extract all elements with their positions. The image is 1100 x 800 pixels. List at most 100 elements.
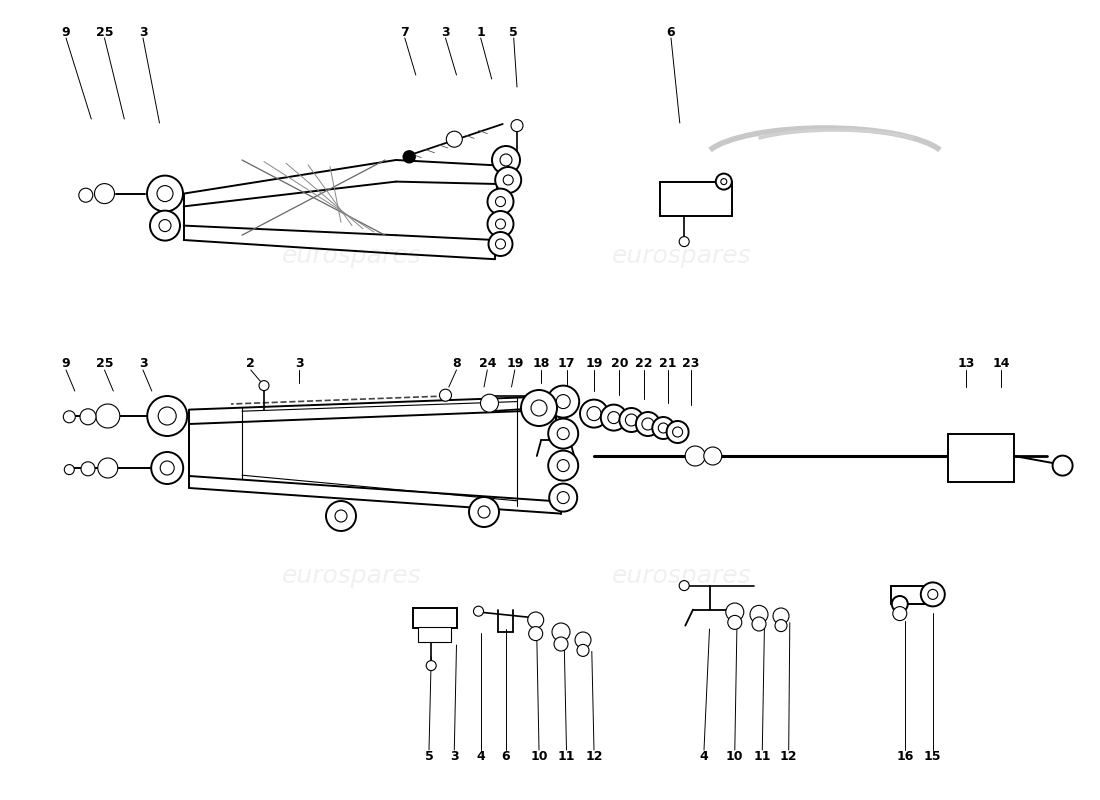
Circle shape <box>528 612 543 628</box>
Circle shape <box>652 417 674 439</box>
Circle shape <box>447 131 462 147</box>
Bar <box>891 586 930 604</box>
Circle shape <box>478 506 490 518</box>
Text: 22: 22 <box>635 358 652 370</box>
Circle shape <box>1053 456 1072 475</box>
Circle shape <box>752 617 766 631</box>
Circle shape <box>548 418 579 449</box>
Circle shape <box>728 615 741 630</box>
Circle shape <box>160 219 170 232</box>
Text: 24: 24 <box>478 358 496 370</box>
Text: 3: 3 <box>450 750 459 762</box>
Bar <box>418 627 451 642</box>
Circle shape <box>554 637 568 651</box>
Circle shape <box>95 184 114 204</box>
Text: 25: 25 <box>96 358 113 370</box>
Circle shape <box>776 619 786 632</box>
Bar <box>948 434 1014 482</box>
Circle shape <box>326 501 356 531</box>
Text: 20: 20 <box>610 358 628 370</box>
Circle shape <box>151 452 184 484</box>
Circle shape <box>161 461 174 475</box>
Text: 8: 8 <box>452 358 461 370</box>
Circle shape <box>716 174 732 190</box>
Text: 15: 15 <box>924 750 942 762</box>
Text: 18: 18 <box>532 358 550 370</box>
Circle shape <box>440 389 451 402</box>
Circle shape <box>495 239 506 249</box>
Text: 12: 12 <box>585 750 603 762</box>
Circle shape <box>469 497 499 527</box>
Circle shape <box>636 412 660 436</box>
Circle shape <box>685 446 705 466</box>
Circle shape <box>726 603 744 621</box>
Text: 19: 19 <box>506 358 524 370</box>
Text: 2: 2 <box>246 358 255 370</box>
Circle shape <box>512 119 522 131</box>
Circle shape <box>626 414 637 426</box>
Circle shape <box>608 411 619 424</box>
Text: 9: 9 <box>62 26 70 38</box>
Text: eurospares: eurospares <box>283 564 421 588</box>
Circle shape <box>557 394 570 409</box>
Circle shape <box>404 150 415 162</box>
Circle shape <box>547 386 580 418</box>
Circle shape <box>147 176 183 212</box>
Text: 6: 6 <box>667 26 675 38</box>
Circle shape <box>529 626 542 641</box>
Circle shape <box>679 581 690 590</box>
Text: eurospares: eurospares <box>613 564 751 588</box>
Circle shape <box>147 396 187 436</box>
Circle shape <box>531 400 547 416</box>
Circle shape <box>495 197 506 206</box>
Circle shape <box>503 175 514 185</box>
Circle shape <box>658 423 669 433</box>
Text: eurospares: eurospares <box>283 244 421 268</box>
Circle shape <box>893 606 906 621</box>
Circle shape <box>258 381 270 390</box>
Circle shape <box>487 211 514 237</box>
Circle shape <box>552 623 570 641</box>
Text: 1: 1 <box>476 26 485 38</box>
Circle shape <box>64 465 75 474</box>
Circle shape <box>558 459 569 472</box>
Text: 17: 17 <box>558 358 575 370</box>
Text: 4: 4 <box>700 750 708 762</box>
Circle shape <box>720 178 727 185</box>
Circle shape <box>642 418 653 430</box>
Circle shape <box>487 189 514 214</box>
Text: 4: 4 <box>476 750 485 762</box>
Circle shape <box>488 232 513 256</box>
Text: 13: 13 <box>957 358 975 370</box>
Circle shape <box>549 483 578 512</box>
Circle shape <box>495 167 521 193</box>
Circle shape <box>578 645 588 656</box>
Circle shape <box>79 188 92 202</box>
Text: 3: 3 <box>139 358 147 370</box>
Text: 11: 11 <box>754 750 771 762</box>
Text: 6: 6 <box>502 750 510 762</box>
Circle shape <box>575 632 591 648</box>
Text: 5: 5 <box>509 26 518 38</box>
Text: 21: 21 <box>659 358 676 370</box>
Circle shape <box>529 614 540 623</box>
Circle shape <box>500 154 512 166</box>
Circle shape <box>157 186 173 202</box>
Text: 16: 16 <box>896 750 914 762</box>
Circle shape <box>667 421 689 443</box>
Circle shape <box>750 606 768 623</box>
Text: 7: 7 <box>400 26 409 38</box>
Text: 9: 9 <box>62 358 70 370</box>
Bar <box>660 182 732 216</box>
Circle shape <box>96 404 120 428</box>
Circle shape <box>672 427 683 437</box>
Bar <box>412 608 456 628</box>
Circle shape <box>158 407 176 425</box>
Circle shape <box>587 406 601 421</box>
Circle shape <box>704 447 722 465</box>
Circle shape <box>150 210 180 241</box>
Text: 3: 3 <box>441 26 450 38</box>
Text: 10: 10 <box>726 750 744 762</box>
Circle shape <box>558 427 569 439</box>
Circle shape <box>580 400 608 427</box>
